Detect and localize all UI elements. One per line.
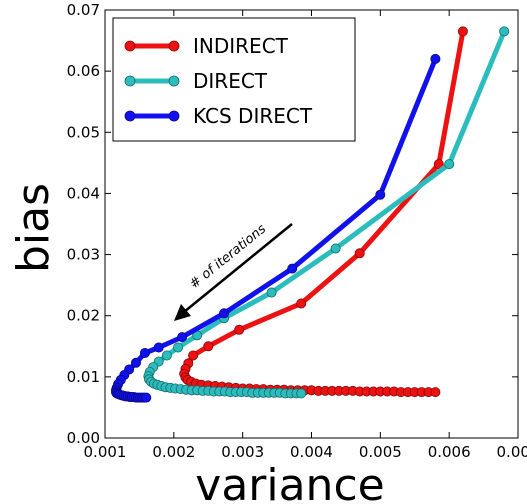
y-tick-label: 0.05 bbox=[67, 123, 100, 141]
x-tick-label: 0.005 bbox=[359, 443, 402, 461]
y-tick-label: 0.07 bbox=[67, 1, 100, 19]
x-tick-label: 0.002 bbox=[152, 443, 195, 461]
legend: INDIRECT DIRECT KCS DIRECT bbox=[112, 17, 356, 142]
data-point-direct bbox=[161, 350, 172, 361]
ticks-layer: 0.001 0.002 0.003 0.004 0.005 0.006 0.007 0.00 0… bbox=[67, 1, 527, 461]
x-axis-label: variance bbox=[195, 460, 384, 504]
data-point-indirect bbox=[433, 159, 444, 170]
data-point-direct bbox=[172, 342, 183, 353]
series-direct bbox=[143, 26, 510, 399]
y-tick-label: 0.03 bbox=[67, 246, 100, 264]
y-tick-label: 0.01 bbox=[67, 368, 100, 386]
data-point-direct bbox=[266, 287, 277, 298]
iterations-arrow bbox=[183, 223, 293, 313]
data-point-kcs-direct bbox=[219, 308, 230, 319]
legend-swatch-marker bbox=[124, 75, 136, 87]
legend-swatch-marker bbox=[168, 110, 180, 122]
data-point-direct bbox=[444, 159, 455, 170]
data-point-direct bbox=[296, 388, 307, 399]
y-tick-label: 0.02 bbox=[67, 307, 100, 325]
y-tick-label: 0.04 bbox=[67, 184, 100, 202]
data-point-kcs-direct bbox=[130, 357, 141, 368]
x-tick-label: 0.001 bbox=[84, 443, 127, 461]
data-point-kcs-direct bbox=[430, 53, 441, 64]
legend-item-indirect: INDIRECT bbox=[124, 34, 289, 58]
data-point-indirect bbox=[457, 26, 468, 37]
data-point-indirect bbox=[430, 387, 441, 398]
legend-label: INDIRECT bbox=[193, 34, 289, 58]
data-point-indirect bbox=[354, 248, 365, 259]
series-kcs-direct bbox=[111, 53, 441, 403]
data-point-kcs-direct bbox=[287, 263, 298, 274]
y-tick-label: 0.00 bbox=[67, 429, 100, 447]
x-tick-label: 0.006 bbox=[428, 443, 471, 461]
x-tick-label: 0.004 bbox=[290, 443, 333, 461]
data-point-kcs-direct bbox=[375, 189, 386, 200]
legend-item-kcs-direct: KCS DIRECT bbox=[124, 104, 313, 128]
data-point-indirect bbox=[188, 350, 199, 361]
x-tick-label: 0.003 bbox=[221, 443, 264, 461]
legend-swatch-marker bbox=[124, 110, 136, 122]
data-point-kcs-direct bbox=[141, 392, 152, 403]
legend-swatch-marker bbox=[168, 40, 180, 52]
y-tick-label: 0.06 bbox=[67, 62, 100, 80]
data-point-indirect bbox=[203, 341, 214, 352]
x-tick-label: 0.007 bbox=[497, 443, 527, 461]
iterations-annotation-text: # of iterations bbox=[187, 222, 269, 293]
data-point-indirect bbox=[234, 324, 245, 335]
data-point-kcs-direct bbox=[153, 342, 164, 353]
legend-item-direct: DIRECT bbox=[124, 69, 268, 93]
data-point-direct bbox=[330, 243, 341, 254]
data-point-kcs-direct bbox=[177, 332, 188, 343]
legend-swatch-marker bbox=[168, 75, 180, 87]
data-point-direct bbox=[499, 26, 510, 37]
iterations-arrow-head bbox=[174, 304, 191, 321]
legend-swatch-marker bbox=[124, 40, 136, 52]
legend-label: DIRECT bbox=[193, 69, 268, 93]
series-layer bbox=[111, 26, 510, 403]
data-point-kcs-direct bbox=[139, 347, 150, 358]
legend-label: KCS DIRECT bbox=[193, 104, 313, 128]
y-axis-label: bias bbox=[8, 183, 59, 273]
data-point-indirect bbox=[296, 298, 307, 309]
